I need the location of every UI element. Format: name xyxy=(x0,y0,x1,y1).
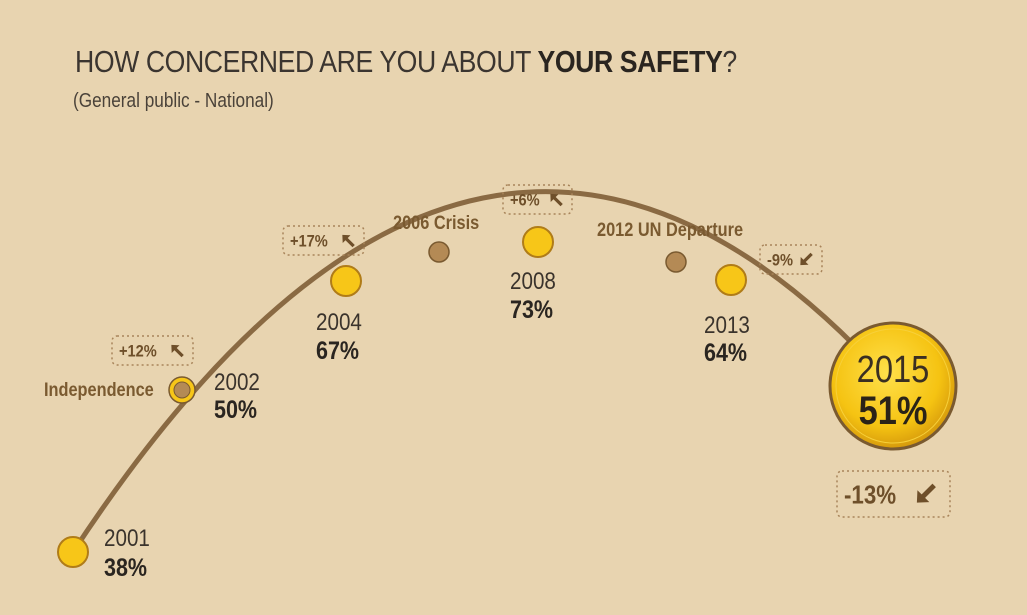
title-suffix: ? xyxy=(722,44,737,79)
value-label-1: 50% xyxy=(214,395,257,423)
change-badge-1 xyxy=(282,225,365,256)
change-badge-3 xyxy=(759,244,823,275)
change-label-0: +12% xyxy=(119,343,157,361)
value-label-5: 51% xyxy=(859,388,928,433)
change-badge-0 xyxy=(111,335,194,366)
data-point-3 xyxy=(522,226,554,258)
data-point-highlight xyxy=(828,321,958,451)
change-label-2: +6% xyxy=(510,192,540,210)
value-label-0: 38% xyxy=(104,553,147,581)
year-label-1: 2002 xyxy=(214,369,260,396)
change-badge-4 xyxy=(836,470,951,518)
year-label-4: 2013 xyxy=(704,312,750,339)
data-point-2 xyxy=(330,265,362,297)
value-label-3: 73% xyxy=(510,295,553,323)
arrow-down-right-icon xyxy=(800,252,813,266)
value-label-2: 67% xyxy=(316,336,359,364)
change-badge-2 xyxy=(502,184,573,215)
year-label-0: 2001 xyxy=(104,525,150,552)
value-label-4: 64% xyxy=(704,338,747,366)
chart-title: HOW CONCERNED ARE YOU ABOUT YOUR SAFETY? xyxy=(75,44,737,80)
arrow-up-right-icon xyxy=(171,344,184,358)
year-label-5: 2015 xyxy=(857,348,930,391)
event-marker-1 xyxy=(428,241,450,263)
arrow-up-right-icon xyxy=(550,193,563,207)
data-point-0 xyxy=(57,536,89,568)
data-point-4 xyxy=(715,264,747,296)
year-label-2: 2004 xyxy=(316,309,362,336)
change-label-1: +17% xyxy=(290,233,328,251)
arrow-up-right-icon xyxy=(342,234,355,248)
event-label-2: 2012 UN Departure xyxy=(597,219,743,240)
title-prefix: HOW CONCERNED ARE YOU ABOUT xyxy=(75,44,538,79)
title-emphasis: YOUR SAFETY xyxy=(537,44,723,79)
event-marker-2 xyxy=(665,251,687,273)
data-point-1 xyxy=(173,381,191,399)
event-label-0: Independence xyxy=(44,379,154,400)
data-point-highlight-ring xyxy=(835,328,951,444)
change-label-4: -13% xyxy=(844,481,896,510)
chart-subtitle: (General public - National) xyxy=(73,90,274,112)
event-label-1: 2006 Crisis xyxy=(393,212,479,233)
arrow-down-right-icon xyxy=(916,483,936,503)
year-label-3: 2008 xyxy=(510,268,556,295)
change-label-3: -9% xyxy=(767,252,793,270)
